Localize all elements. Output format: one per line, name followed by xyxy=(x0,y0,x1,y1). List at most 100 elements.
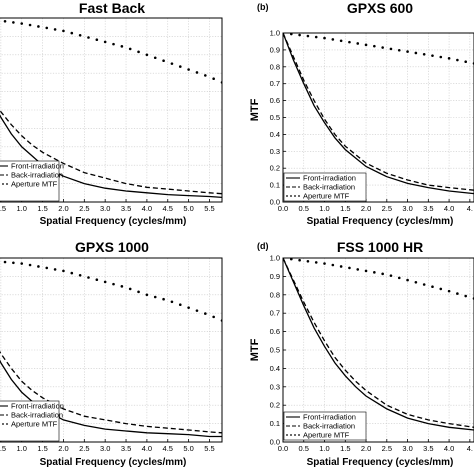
y-tick-label: 0.0 xyxy=(270,198,280,207)
data-point xyxy=(414,51,418,55)
data-point xyxy=(397,276,401,280)
x-tick-label: 1.5 xyxy=(340,444,350,453)
data-point xyxy=(53,28,57,31)
data-point xyxy=(103,40,107,44)
data-point xyxy=(12,21,15,24)
y-tick-label: 0.4 xyxy=(270,364,280,373)
legend-marker xyxy=(6,423,8,425)
data-point xyxy=(112,282,115,286)
x-tick-label: 2.0 xyxy=(361,444,371,453)
data-point xyxy=(3,20,7,23)
legend-marker xyxy=(2,183,4,185)
x-tick-label: 1.5 xyxy=(37,444,47,453)
data-point xyxy=(95,278,99,282)
data-point xyxy=(204,74,207,77)
data-point xyxy=(306,34,310,38)
y-tick-label: 0.1 xyxy=(270,181,280,190)
x-tick-label: 3.5 xyxy=(423,444,433,453)
data-point xyxy=(170,62,174,65)
legend-box xyxy=(0,400,60,442)
x-tick-label: 0.5 xyxy=(0,444,6,453)
data-point xyxy=(212,77,215,81)
x-tick-label: 2.5 xyxy=(382,204,392,213)
data-point xyxy=(314,261,318,264)
series-back-irradiation xyxy=(283,33,474,191)
data-point xyxy=(373,271,376,274)
x-tick-label: 1.0 xyxy=(17,444,27,453)
series-front-irradiation xyxy=(0,114,222,199)
y-tick-label: 0.4 xyxy=(270,130,280,139)
legend-label: Aperture MTF xyxy=(303,431,350,440)
data-point xyxy=(78,273,82,277)
x-axis-label: Spatial Frequency (cycles/mm) xyxy=(307,457,454,468)
data-point xyxy=(187,68,190,71)
data-point xyxy=(339,265,343,268)
data-point xyxy=(464,294,467,298)
y-tick-label: 0.6 xyxy=(270,327,280,336)
data-point xyxy=(45,266,49,270)
legend-marker xyxy=(6,183,8,185)
data-point xyxy=(290,258,293,261)
data-point xyxy=(339,39,343,43)
data-point xyxy=(381,272,384,276)
data-point xyxy=(220,81,222,84)
x-tick-label: 0.5 xyxy=(299,204,309,213)
y-axis-label: MTF xyxy=(249,338,261,361)
legend-label: Aperture MTF xyxy=(11,180,58,189)
data-point xyxy=(162,59,165,62)
x-tick-label: 1.5 xyxy=(37,204,47,213)
data-point xyxy=(364,269,368,273)
series-front-irradiation xyxy=(283,33,474,195)
data-point xyxy=(414,280,418,284)
x-tick-label: 3.0 xyxy=(100,204,110,213)
panel-fast-back: Fast Back 0.5 1.0 1.5 2.0 2.5 3.0 3.5 4.0 4.5 5.0… xyxy=(0,0,223,227)
data-point xyxy=(381,46,384,49)
x-tick-label: 3.0 xyxy=(100,444,110,453)
data-point xyxy=(439,55,443,59)
data-point xyxy=(204,312,207,315)
data-point xyxy=(431,54,434,57)
legend-label: Back-irradiation xyxy=(11,171,63,180)
legend-label: Front-irradiation xyxy=(303,174,356,183)
data-point xyxy=(356,42,360,45)
grid xyxy=(0,257,222,443)
data-point xyxy=(212,315,215,319)
x-tick-label: 0.5 xyxy=(0,204,6,213)
data-point xyxy=(298,258,301,262)
x-tick-label: 0.5 xyxy=(299,444,309,453)
data-point xyxy=(406,50,409,53)
x-tick-label: 2.0 xyxy=(361,204,371,213)
plot-area: 0.0 0.1 0.2 0.3 0.4 0.5 0.6 0.7 0.8 0.9 1.0 0.0 0.5 1… xyxy=(270,254,474,453)
legend-label: Back-irradiation xyxy=(303,183,355,192)
grid xyxy=(0,17,222,203)
legend-label: Back-irradiation xyxy=(303,422,355,431)
y-tick-label: 0.9 xyxy=(270,272,280,281)
legend-marker xyxy=(286,195,288,197)
data-point xyxy=(187,306,190,309)
x-tick-label: 3.0 xyxy=(402,444,412,453)
data-point xyxy=(153,295,157,299)
data-point xyxy=(464,60,467,64)
series-front-irradiation xyxy=(0,359,222,438)
x-tick-label: 3.5 xyxy=(423,204,433,213)
x-tick-label: 4.5 xyxy=(163,444,173,453)
y-tick-label: 0.6 xyxy=(270,96,280,105)
series-front-irradiation xyxy=(283,258,474,431)
legend: Front-irradiationBack-irradiationApertur… xyxy=(0,160,64,202)
data-point xyxy=(120,285,124,288)
data-point xyxy=(422,52,426,56)
panel-title: GPXS 600 xyxy=(347,0,413,16)
panel-gpxs-1000: GPXS 1000 0.5 1.0 1.5 2.0 2.5 3.0 3.5 4.0 4.5 5.0… xyxy=(0,239,223,468)
data-point xyxy=(348,266,351,270)
y-tick-label: 0.5 xyxy=(270,346,280,355)
data-point xyxy=(12,261,15,265)
x-tick-label: 5.0 xyxy=(183,204,193,213)
legend-label: Aperture MTF xyxy=(11,420,58,429)
x-tick-label: 2.5 xyxy=(79,204,89,213)
x-tick-label: 3.5 xyxy=(121,444,131,453)
y-tick-label: 0.7 xyxy=(270,79,280,88)
legend-marker xyxy=(298,434,300,436)
data-point xyxy=(28,263,32,267)
data-point xyxy=(314,35,318,39)
panel-label: (d) xyxy=(257,241,269,251)
